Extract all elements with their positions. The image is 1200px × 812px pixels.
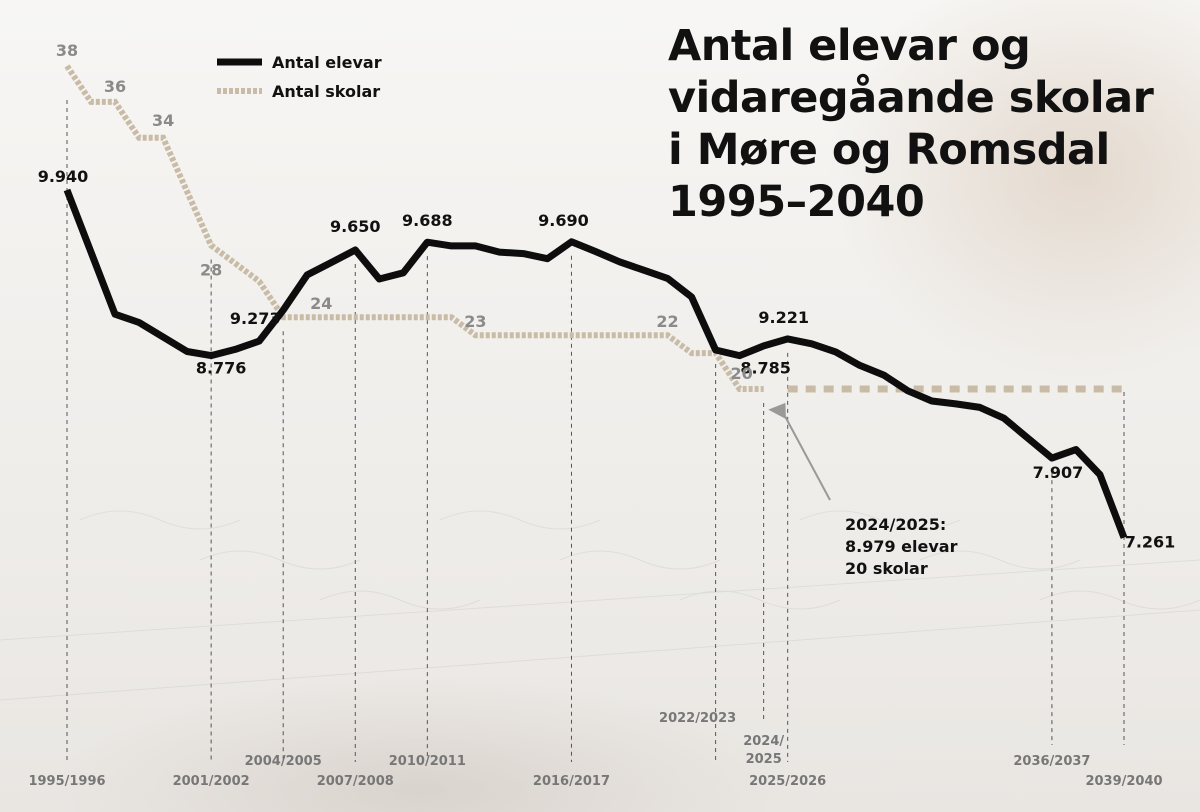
legend: Antal elevar Antal skolar — [217, 53, 382, 101]
x-tick-label: 2010/2011 — [389, 754, 466, 769]
x-tick-label: 2039/2040 — [1085, 774, 1162, 789]
annotation-text: 2024/2025: — [845, 515, 946, 534]
schools-data-label: 34 — [152, 111, 174, 130]
paper-mark — [319, 590, 481, 610]
students-data-label: 7.261 — [1125, 533, 1176, 552]
students-line — [63, 188, 1128, 539]
title-line-4: 1995–2040 — [668, 177, 925, 227]
paper-mark — [0, 609, 1200, 701]
data-labels: 9.940 8.776 9.273 9.650 9.688 9.690 8.785 9.221… — [38, 41, 1176, 552]
annotation-arrowhead — [768, 402, 786, 420]
schools-data-label: 22 — [656, 312, 678, 331]
chart-title: Antal elevar og vidaregåande skolar i Mø… — [668, 20, 1188, 228]
annotation-arrow-line — [780, 409, 831, 501]
paper-mark — [79, 510, 241, 530]
x-tick-labels: 1995/1996 2001/2002 2004/2005 2007/2008 2010… — [28, 711, 1162, 789]
title-line-2: vidaregåande skolar — [668, 73, 1154, 123]
paper-mark — [919, 550, 1081, 570]
schools-data-label: 38 — [56, 41, 78, 60]
paper-mark — [1039, 590, 1200, 610]
paper-mark — [199, 550, 361, 570]
schools-series — [64, 64, 1124, 393]
x-tick-label: 2007/2008 — [317, 774, 394, 789]
x-tick-label: 2016/2017 — [533, 774, 610, 789]
background-paper-marks — [0, 510, 1200, 701]
students-data-label: 8.776 — [196, 359, 247, 378]
students-data-label: 9.688 — [402, 211, 453, 230]
schools-data-label: 36 — [104, 77, 126, 96]
paper-mark — [559, 550, 721, 570]
paper-mark — [0, 559, 1200, 641]
paper-mark — [799, 510, 961, 530]
x-tick-label: 2036/2037 — [1013, 754, 1090, 769]
students-data-label: 9.221 — [758, 308, 809, 327]
schools-data-label: 24 — [310, 294, 332, 313]
annotation-text: 20 skolar — [845, 559, 928, 578]
students-data-label: 9.940 — [38, 167, 89, 186]
annotation: 2024/2025: 8.979 elevar 20 skolar — [768, 402, 958, 578]
x-tick-label: 2025/2026 — [749, 774, 826, 789]
schools-data-label: 23 — [464, 312, 486, 331]
paper-mark — [439, 510, 601, 530]
students-data-label: 9.273 — [230, 309, 281, 328]
x-tick-label: 2004/2005 — [245, 754, 322, 769]
paper-mark — [679, 590, 841, 610]
students-data-label: 9.690 — [538, 211, 589, 230]
students-data-label: 8.785 — [740, 359, 791, 378]
x-tick-label: 1995/1996 — [28, 774, 105, 789]
legend-label-schools: Antal skolar — [272, 82, 380, 101]
x-tick-label: 2024/ — [743, 734, 784, 749]
schools-data-label: 28 — [200, 260, 222, 279]
title-line-1: Antal elevar og — [668, 21, 1031, 71]
x-tick-label: 2022/2023 — [659, 711, 736, 726]
title-line-3: i Møre og Romsdal — [668, 125, 1110, 175]
annotation-text: 8.979 elevar — [845, 537, 958, 556]
x-guide-lines — [66, 100, 1125, 762]
schools-line — [64, 64, 764, 392]
students-data-label: 9.650 — [330, 217, 381, 236]
x-tick-label: 2025 — [746, 752, 782, 767]
students-data-label: 7.907 — [1033, 463, 1084, 482]
students-series — [63, 188, 1128, 539]
schools-data-label: 20 — [731, 364, 753, 383]
legend-label-students: Antal elevar — [272, 53, 382, 72]
x-tick-label: 2001/2002 — [173, 774, 250, 789]
